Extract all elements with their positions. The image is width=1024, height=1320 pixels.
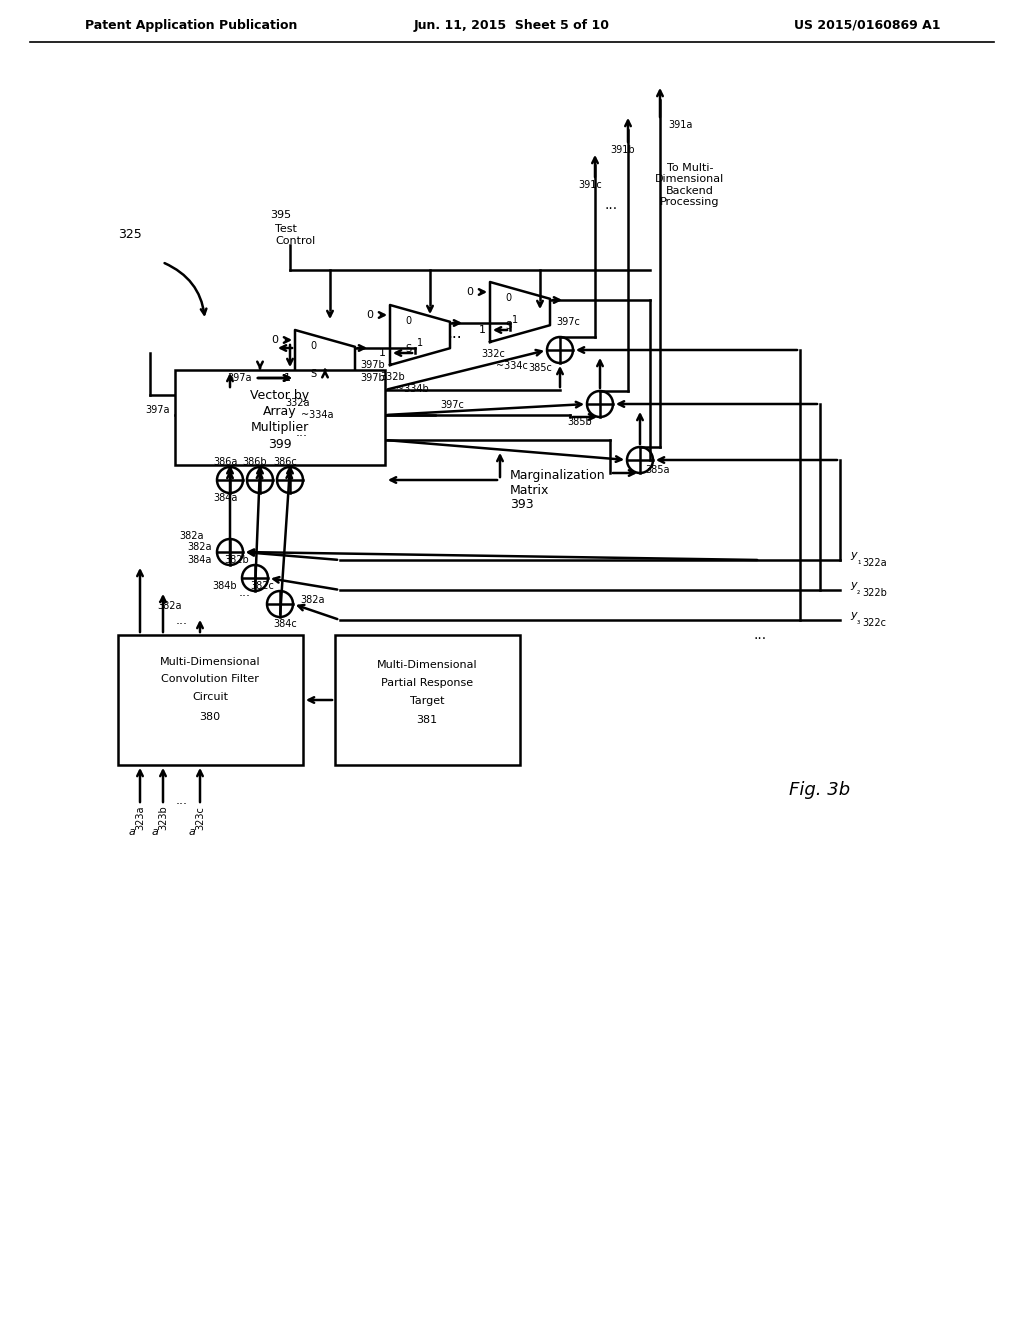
Text: 391a: 391a [668, 120, 692, 129]
Text: y: y [850, 610, 857, 620]
Text: 0: 0 [404, 315, 411, 326]
Text: 380: 380 [200, 711, 220, 722]
Bar [335, 635, 520, 766]
Text: ...: ... [239, 586, 251, 598]
Text: 384b: 384b [213, 581, 238, 591]
Text: 1: 1 [284, 374, 291, 383]
Text: 384a: 384a [213, 492, 238, 503]
Text: ...: ... [447, 326, 462, 341]
Text: Convolution Filter: Convolution Filter [161, 675, 259, 684]
Text: US 2015/0160869 A1: US 2015/0160869 A1 [794, 18, 940, 32]
Text: To Multi-
Dimensional
Backend
Processing: To Multi- Dimensional Backend Processing [655, 162, 725, 207]
Text: 332a: 332a [286, 399, 310, 408]
Text: 395: 395 [270, 210, 291, 220]
Text: Patent Application Publication: Patent Application Publication [85, 18, 297, 32]
Text: 386b: 386b [243, 457, 267, 467]
Text: ...: ... [176, 793, 188, 807]
Bar [118, 635, 303, 766]
Text: ...: ... [754, 628, 767, 642]
Text: 322b: 322b [862, 587, 887, 598]
Text: Multi-Dimensional: Multi-Dimensional [377, 660, 477, 671]
Text: 332b: 332b [381, 372, 406, 381]
Text: 0: 0 [467, 286, 473, 297]
Text: S: S [310, 370, 316, 379]
Text: 385c: 385c [528, 363, 552, 374]
Text: 386a: 386a [213, 457, 238, 467]
Text: a: a [152, 828, 159, 837]
Text: 382c: 382c [250, 581, 274, 591]
Text: 397b: 397b [360, 374, 385, 383]
Text: 384a: 384a [187, 554, 212, 565]
Text: 397c: 397c [440, 400, 464, 411]
Text: 382a: 382a [301, 595, 326, 605]
Text: Circuit: Circuit [193, 692, 228, 702]
Text: 1: 1 [417, 338, 423, 348]
Text: ...: ... [296, 425, 308, 438]
Text: 332c: 332c [481, 348, 505, 359]
Text: S: S [505, 321, 511, 331]
Text: 1: 1 [478, 325, 485, 335]
Text: 385a: 385a [646, 465, 671, 475]
Text: Target: Target [410, 696, 444, 706]
Text: 397b: 397b [360, 360, 385, 370]
Text: ~334c: ~334c [496, 360, 528, 371]
Text: y: y [850, 579, 857, 590]
Text: 322c: 322c [862, 618, 886, 628]
Text: ...: ... [604, 198, 617, 213]
Text: a: a [188, 828, 196, 837]
Text: 322a: 322a [862, 558, 887, 568]
Bar [175, 370, 385, 465]
Text: 397a: 397a [145, 405, 170, 414]
Text: 323c: 323c [195, 807, 205, 830]
Text: Vector by: Vector by [251, 388, 309, 401]
Text: Jun. 11, 2015  Sheet 5 of 10: Jun. 11, 2015 Sheet 5 of 10 [414, 18, 610, 32]
Text: 323b: 323b [158, 805, 168, 830]
Text: 385b: 385b [567, 417, 592, 426]
Text: 391c: 391c [579, 180, 602, 190]
Text: 0: 0 [271, 335, 279, 345]
Text: a: a [129, 828, 135, 837]
Text: ...: ... [176, 614, 188, 627]
Text: 381: 381 [417, 715, 437, 725]
Text: 323a: 323a [135, 805, 145, 830]
Text: Test
Control: Test Control [275, 224, 315, 246]
Text: 382b: 382b [224, 554, 250, 565]
Text: y: y [850, 550, 857, 560]
Text: 382a: 382a [158, 601, 182, 611]
Text: 1: 1 [379, 348, 385, 358]
Text: 384c: 384c [273, 619, 297, 630]
Text: 386c: 386c [273, 457, 297, 467]
Text: 399: 399 [268, 438, 292, 451]
Text: 0: 0 [505, 293, 511, 304]
Text: 397c: 397c [556, 317, 580, 327]
Text: Multiplier: Multiplier [251, 421, 309, 433]
Text: ₁: ₁ [857, 557, 860, 565]
Text: ~334a: ~334a [301, 411, 333, 420]
Text: ₃: ₃ [857, 616, 860, 626]
Text: 0: 0 [367, 310, 374, 319]
Text: S: S [404, 345, 411, 354]
Text: 382a: 382a [180, 531, 204, 541]
Text: Marginalization
Matrix
393: Marginalization Matrix 393 [510, 469, 605, 511]
Text: Fig. 3b: Fig. 3b [790, 781, 851, 799]
Text: Partial Response: Partial Response [381, 678, 473, 688]
Text: 1: 1 [512, 315, 518, 325]
Text: 397a: 397a [227, 374, 252, 383]
Text: ~334b: ~334b [395, 384, 428, 393]
Text: Array: Array [263, 404, 297, 417]
Text: Multi-Dimensional: Multi-Dimensional [160, 657, 260, 667]
Text: ₂: ₂ [857, 586, 860, 595]
Text: 382a: 382a [187, 543, 212, 552]
Text: 325: 325 [118, 228, 142, 242]
Text: 0: 0 [310, 341, 316, 351]
Text: 391b: 391b [610, 145, 635, 154]
